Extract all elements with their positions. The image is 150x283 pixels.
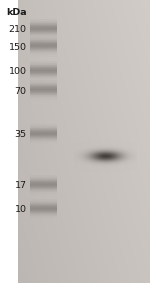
Text: 210: 210	[9, 25, 27, 34]
Text: 17: 17	[15, 181, 27, 190]
Text: 70: 70	[15, 87, 27, 96]
Text: kDa: kDa	[6, 8, 27, 17]
Text: 100: 100	[9, 67, 27, 76]
Text: 150: 150	[9, 43, 27, 52]
Text: 10: 10	[15, 205, 27, 215]
Text: 35: 35	[14, 130, 27, 140]
